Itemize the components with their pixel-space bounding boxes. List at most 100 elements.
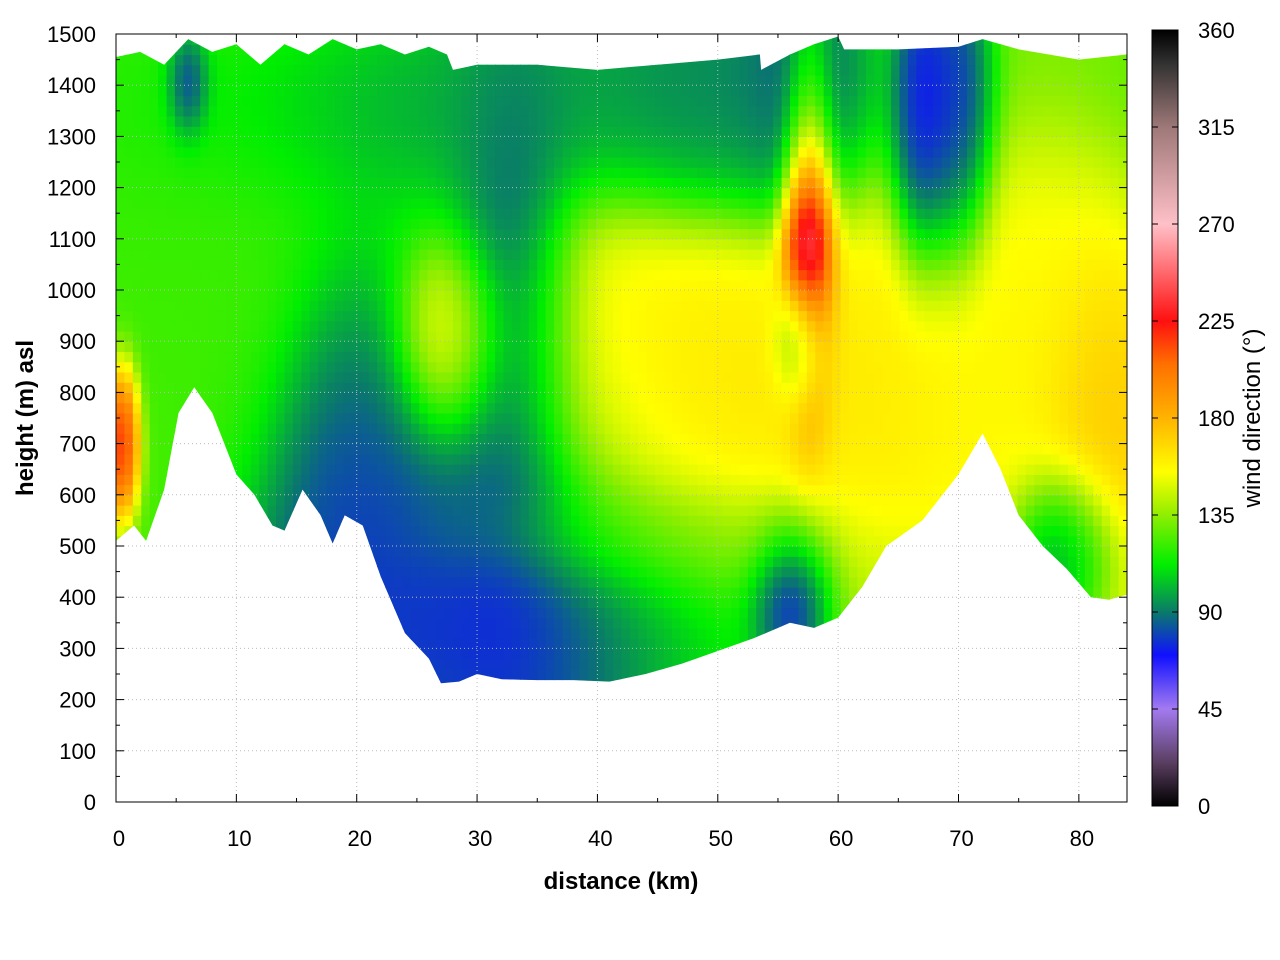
field-cell [747, 105, 757, 117]
field-cell [436, 586, 446, 598]
field-cell [385, 546, 395, 557]
field-cell [183, 74, 193, 86]
field-cell [309, 177, 319, 189]
field-cell [200, 330, 210, 342]
field-cell [629, 412, 639, 424]
field-cell [233, 382, 243, 393]
field-cell [528, 197, 538, 209]
field-cell [756, 515, 766, 527]
field-cell [562, 187, 572, 199]
field-cell [394, 484, 404, 496]
field-cell [655, 433, 665, 445]
field-cell [284, 95, 294, 107]
field-cell [453, 412, 463, 424]
field-cell [351, 126, 361, 137]
field-cell [368, 105, 378, 117]
field-cell [638, 341, 648, 353]
field-cell [141, 218, 151, 230]
field-cell [326, 330, 336, 342]
field-cell [461, 156, 471, 168]
field-cell [511, 658, 521, 670]
field-cell [554, 474, 564, 486]
field-cell [385, 115, 395, 127]
field-cell [444, 679, 454, 684]
field-cell [663, 382, 673, 393]
field-cell [511, 412, 521, 424]
field-cell [570, 453, 580, 465]
field-cell [621, 556, 631, 568]
field-cell [629, 279, 639, 291]
field-cell [217, 259, 227, 271]
field-cell [756, 136, 766, 148]
field-cell [570, 556, 580, 568]
field-cell [174, 392, 184, 404]
field-cell [267, 423, 277, 434]
field-cell [461, 586, 471, 598]
field-cell [705, 105, 715, 117]
field-cell [756, 115, 766, 127]
field-cell [385, 525, 395, 537]
field-cell [579, 64, 589, 76]
field-cell [722, 259, 732, 271]
field-cell [402, 341, 412, 353]
field-cell [570, 423, 580, 434]
field-cell [688, 115, 698, 127]
field-cell [587, 300, 597, 312]
field-cell [731, 586, 741, 598]
field-cell [318, 290, 328, 301]
field-cell [562, 330, 572, 342]
field-cell [267, 464, 277, 475]
field-cell [259, 208, 269, 219]
field-cell [629, 607, 639, 619]
field-cell [233, 85, 243, 97]
field-cell [335, 115, 345, 127]
field-cell [191, 54, 201, 66]
field-cell [613, 218, 623, 230]
field-cell [250, 290, 260, 301]
field-cell [629, 218, 639, 230]
field-cell [747, 556, 757, 568]
field-cell [613, 515, 623, 527]
field-cell [318, 136, 328, 148]
field-cell [183, 36, 193, 45]
field-cell [284, 494, 294, 506]
field-cell [731, 85, 741, 97]
field-cell [554, 443, 564, 455]
field-cell [469, 423, 479, 434]
field-cell [503, 197, 513, 209]
field-cell [217, 105, 227, 117]
field-cell [486, 464, 496, 475]
field-cell [486, 259, 496, 271]
field-cell [680, 74, 690, 86]
field-cell [486, 126, 496, 137]
field-cell [132, 156, 142, 168]
field-cell [276, 126, 286, 137]
field-cell [629, 505, 639, 516]
field-cell [284, 208, 294, 219]
field-cell [570, 392, 580, 404]
field-cell [722, 177, 732, 189]
field-cell [705, 279, 715, 291]
field-cell [621, 156, 631, 168]
field-cell [478, 535, 488, 547]
field-cell [141, 382, 151, 393]
field-cell [402, 290, 412, 301]
field-cell [587, 566, 597, 578]
field-cell [368, 136, 378, 148]
field-cell [739, 464, 749, 475]
field-cell [284, 44, 294, 56]
field-cell [335, 167, 345, 178]
field-cell [520, 412, 530, 424]
field-cell [385, 494, 395, 506]
field-cell [613, 167, 623, 178]
field-cell [292, 95, 302, 107]
field-cell [217, 361, 227, 373]
field-cell [596, 320, 606, 332]
field-cell [351, 95, 361, 107]
field-cell [149, 208, 159, 219]
field-cell [461, 627, 471, 639]
field-cell [503, 279, 513, 291]
field-cell [579, 228, 589, 240]
field-cell [436, 310, 446, 322]
field-cell [579, 177, 589, 189]
